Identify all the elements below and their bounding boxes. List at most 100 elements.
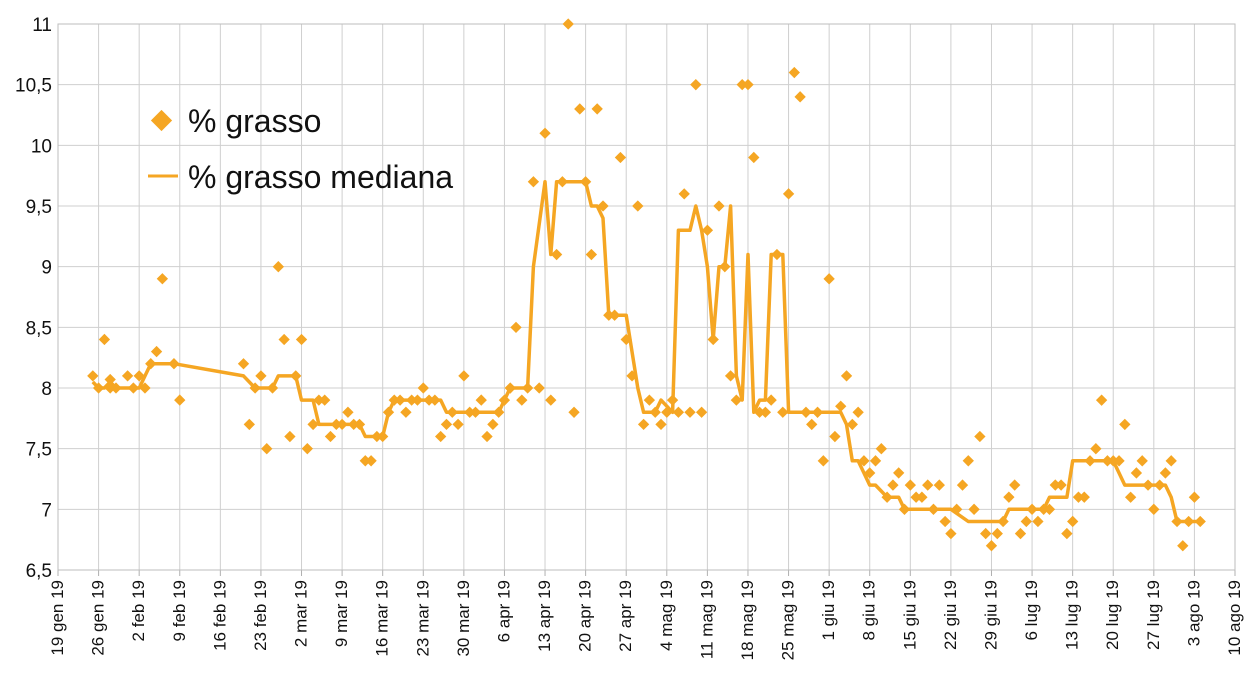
legend: % grasso % grasso mediana [148, 103, 453, 195]
data-point [104, 373, 116, 386]
data-point [840, 370, 853, 382]
data-point [1032, 515, 1044, 528]
data-point [893, 467, 905, 479]
data-point [174, 394, 186, 406]
x-tick-label: 4 mag 19 [657, 580, 676, 651]
x-tick-label: 30 mar 19 [454, 580, 473, 657]
data-point [794, 91, 806, 103]
data-point [945, 527, 957, 540]
data-point [608, 309, 621, 321]
data-point [498, 394, 511, 406]
data-point [591, 103, 603, 115]
data-point [614, 151, 627, 164]
y-tick-label: 7 [41, 500, 52, 521]
data-point [481, 430, 493, 443]
data-point [1067, 515, 1079, 528]
data-point [690, 79, 702, 91]
data-point [272, 261, 284, 273]
data-point [1113, 455, 1125, 467]
data-point [713, 200, 725, 212]
data-point [295, 333, 308, 346]
data-point [1171, 515, 1183, 528]
data-point [748, 151, 760, 164]
data-point [1003, 491, 1015, 503]
data-point [266, 382, 279, 394]
y-tick-label: 8 [41, 379, 52, 400]
data-point [1095, 394, 1108, 406]
data-point [997, 515, 1009, 528]
data-point [469, 406, 482, 418]
legend-label-mediana: % grasso mediana [188, 159, 453, 195]
data-point [904, 479, 916, 491]
data-point [278, 333, 290, 346]
data-point [237, 358, 250, 370]
data-point [1101, 455, 1114, 467]
data-point [933, 479, 945, 491]
x-tick-label: 2 mar 19 [292, 580, 311, 647]
data-point [852, 406, 864, 418]
x-tick-label: 15 giu 19 [900, 580, 919, 650]
data-point [1119, 418, 1131, 431]
x-tick-label: 22 giu 19 [941, 580, 960, 650]
x-tick-label: 9 mar 19 [332, 580, 351, 647]
data-point [417, 382, 429, 394]
y-tick-label: 8,5 [26, 318, 52, 339]
data-point [806, 418, 818, 431]
x-axis-ticks: 19 gen 19 26 gen 19 2 feb 19 9 feb 19 16 feb… [48, 580, 1244, 660]
data-point [742, 78, 754, 91]
data-point [139, 382, 151, 394]
data-point [359, 455, 371, 467]
data-point [336, 418, 348, 431]
data-point [504, 382, 516, 394]
data-point [1194, 515, 1206, 528]
x-tick-label: 13 apr 19 [535, 580, 554, 652]
data-point [423, 394, 435, 406]
x-tick-label: 6 lug 19 [1022, 580, 1041, 641]
data-point [516, 394, 528, 406]
median-series [91, 179, 1201, 524]
data-point [1049, 479, 1061, 491]
data-point [655, 418, 667, 431]
data-point [1153, 479, 1166, 491]
data-point [87, 370, 99, 382]
data-point [255, 370, 267, 382]
data-point [632, 200, 644, 212]
data-point [649, 406, 661, 418]
data-point [539, 127, 551, 139]
data-point [678, 188, 690, 200]
y-tick-label: 10,5 [15, 76, 52, 97]
data-point [1090, 443, 1102, 455]
data-point [916, 491, 928, 503]
grid [57, 23, 1236, 576]
data-point [98, 333, 111, 346]
data-point [759, 406, 772, 418]
data-point [301, 443, 313, 455]
data-point [788, 66, 800, 79]
x-tick-label: 27 apr 19 [616, 580, 635, 652]
data-point [1148, 503, 1160, 515]
data-point [556, 176, 569, 188]
x-tick-label: 18 mag 19 [738, 580, 757, 660]
x-tick-label: 11 mag 19 [697, 580, 716, 659]
data-point [701, 224, 714, 236]
data-point [394, 394, 406, 406]
median-line [91, 179, 1201, 524]
data-point [637, 418, 650, 431]
x-tick-label: 16 feb 19 [210, 580, 229, 651]
x-tick-label: 26 gen 19 [89, 580, 108, 656]
data-point [719, 261, 731, 273]
data-point [574, 103, 586, 115]
x-tick-label: 2 feb 19 [129, 580, 148, 641]
data-point [869, 455, 882, 467]
y-tick-label: 9,5 [26, 197, 52, 218]
data-point [1055, 479, 1067, 491]
x-tick-label: 3 ago 19 [1184, 580, 1203, 646]
legend-marker-diamond [150, 109, 173, 132]
data-point [458, 370, 470, 382]
data-point [145, 358, 157, 370]
data-point [661, 406, 673, 418]
data-point [730, 394, 743, 406]
data-point [951, 503, 963, 515]
data-point [365, 455, 377, 467]
data-point [168, 358, 180, 370]
